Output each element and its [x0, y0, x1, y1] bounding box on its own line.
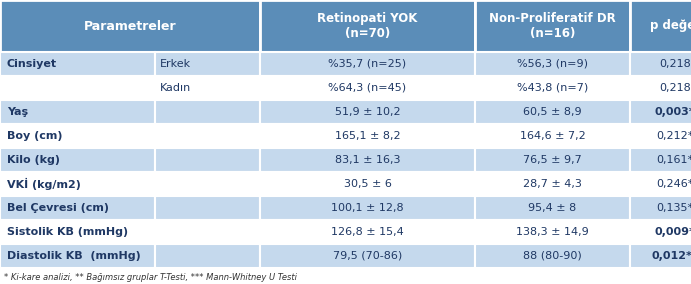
Bar	[155, 172, 260, 196]
Text: 88 (80-90): 88 (80-90)	[523, 251, 582, 261]
Bar	[475, 52, 630, 76]
Bar	[475, 0, 630, 52]
Bar	[630, 100, 691, 124]
Text: %56,3 (n=9): %56,3 (n=9)	[517, 59, 588, 69]
Bar	[155, 244, 260, 268]
Text: Non-Proliferatif DR
(n=16): Non-Proliferatif DR (n=16)	[489, 12, 616, 40]
Text: Kadın: Kadın	[160, 83, 191, 93]
Bar	[155, 76, 260, 100]
Bar	[630, 220, 691, 244]
Bar	[475, 196, 630, 220]
Text: 76,5 ± 9,7: 76,5 ± 9,7	[523, 155, 582, 165]
Bar	[260, 52, 475, 76]
Text: 0,009**: 0,009**	[654, 227, 691, 237]
Text: VKİ (kg/m2): VKİ (kg/m2)	[7, 178, 81, 190]
Bar	[260, 148, 475, 172]
Bar	[630, 124, 691, 148]
Bar	[0, 148, 155, 172]
Text: 0,003**: 0,003**	[654, 107, 691, 117]
Text: %35,7 (n=25): %35,7 (n=25)	[328, 59, 406, 69]
Bar	[0, 52, 155, 76]
Text: Parametreler: Parametreler	[84, 20, 176, 32]
Text: 0,135**: 0,135**	[656, 203, 691, 213]
Bar	[475, 148, 630, 172]
Bar	[0, 100, 155, 124]
Text: 100,1 ± 12,8: 100,1 ± 12,8	[331, 203, 404, 213]
Text: 28,7 ± 4,3: 28,7 ± 4,3	[523, 179, 582, 189]
Bar	[630, 148, 691, 172]
Text: 95,4 ± 8: 95,4 ± 8	[529, 203, 576, 213]
Bar	[260, 124, 475, 148]
Bar	[475, 244, 630, 268]
Bar	[0, 268, 691, 284]
Text: Cinsiyet: Cinsiyet	[7, 59, 57, 69]
Text: 164,6 ± 7,2: 164,6 ± 7,2	[520, 131, 585, 141]
Bar	[0, 220, 155, 244]
Text: 83,1 ± 16,3: 83,1 ± 16,3	[334, 155, 400, 165]
Bar	[0, 244, 155, 268]
Bar	[260, 244, 475, 268]
Bar	[630, 76, 691, 100]
Text: Yaş: Yaş	[7, 107, 28, 117]
Text: 51,9 ± 10,2: 51,9 ± 10,2	[334, 107, 400, 117]
Bar	[630, 196, 691, 220]
Text: 79,5 (70-86): 79,5 (70-86)	[333, 251, 402, 261]
Bar	[475, 124, 630, 148]
Bar	[0, 124, 155, 148]
Bar	[260, 172, 475, 196]
Text: 165,1 ± 8,2: 165,1 ± 8,2	[334, 131, 400, 141]
Text: Retinopati YOK
(n=70): Retinopati YOK (n=70)	[317, 12, 417, 40]
Text: %43,8 (n=7): %43,8 (n=7)	[517, 83, 588, 93]
Text: 0,246**: 0,246**	[656, 179, 691, 189]
Text: 30,5 ± 6: 30,5 ± 6	[343, 179, 391, 189]
Bar	[260, 220, 475, 244]
Bar	[475, 220, 630, 244]
Bar	[630, 52, 691, 76]
Bar	[155, 148, 260, 172]
Bar	[475, 76, 630, 100]
Bar	[0, 0, 260, 52]
Text: 138,3 ± 14,9: 138,3 ± 14,9	[516, 227, 589, 237]
Bar	[475, 172, 630, 196]
Text: %64,3 (n=45): %64,3 (n=45)	[328, 83, 406, 93]
Bar	[155, 124, 260, 148]
Text: Boy (cm): Boy (cm)	[7, 131, 62, 141]
Text: Kilo (kg): Kilo (kg)	[7, 155, 60, 165]
Text: Bel Çevresi (cm): Bel Çevresi (cm)	[7, 203, 109, 213]
Bar	[0, 196, 155, 220]
Bar	[155, 100, 260, 124]
Bar	[0, 76, 155, 100]
Text: 0,218*: 0,218*	[659, 59, 691, 69]
Text: 0,012***: 0,012***	[651, 251, 691, 261]
Text: 60,5 ± 8,9: 60,5 ± 8,9	[523, 107, 582, 117]
Bar	[155, 220, 260, 244]
Bar	[155, 196, 260, 220]
Text: 0,212**: 0,212**	[656, 131, 691, 141]
Text: Diastolik KB  (mmHg): Diastolik KB (mmHg)	[7, 251, 141, 261]
Text: 0,218*: 0,218*	[659, 83, 691, 93]
Bar	[260, 0, 475, 52]
Bar	[630, 244, 691, 268]
Bar	[630, 172, 691, 196]
Text: Erkek: Erkek	[160, 59, 191, 69]
Text: 0,161**: 0,161**	[656, 155, 691, 165]
Bar	[260, 100, 475, 124]
Bar	[630, 0, 691, 52]
Bar	[155, 52, 260, 76]
Bar	[260, 196, 475, 220]
Text: 126,8 ± 15,4: 126,8 ± 15,4	[331, 227, 404, 237]
Bar	[260, 76, 475, 100]
Bar	[0, 172, 155, 196]
Text: * Ki-kare analizi, ** Bağımsız gruplar T-Testi, *** Mann-Whitney U Testi: * Ki-kare analizi, ** Bağımsız gruplar T…	[4, 273, 297, 281]
Bar	[475, 100, 630, 124]
Text: p değeri: p değeri	[650, 20, 691, 32]
Text: Sistolik KB (mmHg): Sistolik KB (mmHg)	[7, 227, 128, 237]
